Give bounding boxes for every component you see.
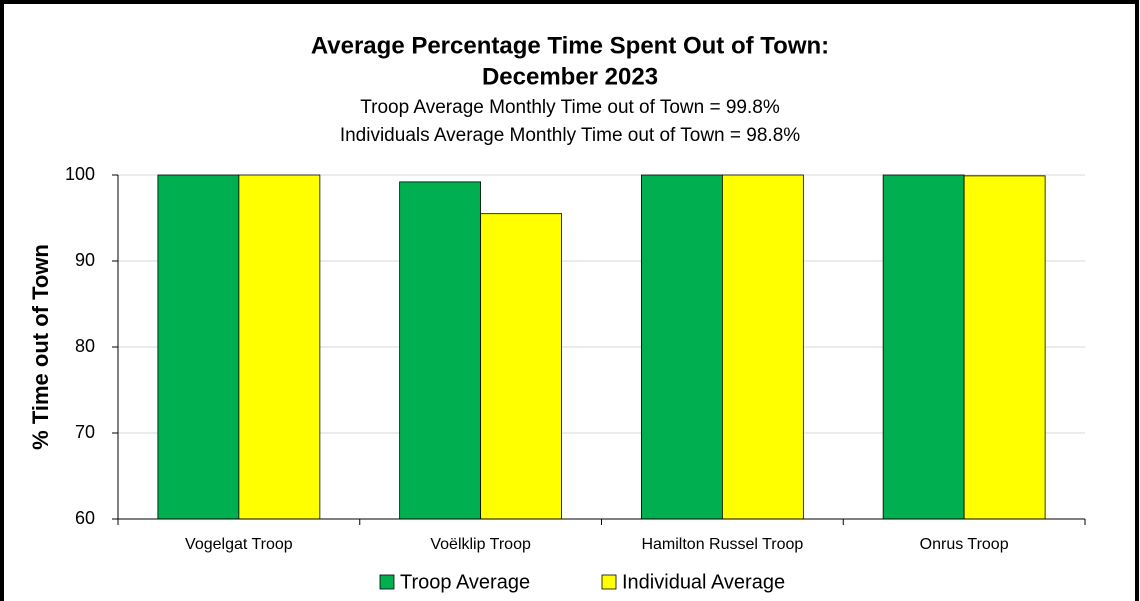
y-tick-label: 90: [75, 250, 95, 270]
bar: [640, 174, 723, 520]
x-tick-label: Hamilton Russel Troop: [641, 536, 803, 553]
x-tick-label: Onrus Troop: [920, 536, 1009, 553]
y-tick-label: 80: [75, 336, 95, 356]
y-axis-label: % Time out of Town: [28, 244, 53, 450]
legend-swatch: [379, 574, 395, 590]
bar: [882, 174, 965, 520]
bar: [963, 175, 1046, 520]
bar: [399, 181, 482, 520]
x-tick-label: Voëlklip Troop: [430, 536, 531, 553]
legend-label: Troop Average: [400, 571, 530, 593]
bar: [721, 174, 804, 520]
chart-subtitle: Individuals Average Monthly Time out of …: [340, 125, 800, 146]
chart-subtitle: Troop Average Monthly Time out of Town =…: [360, 97, 780, 118]
legend-label: Individual Average: [622, 571, 785, 593]
chart-title: December 2023: [482, 63, 658, 90]
bar: [238, 174, 321, 520]
y-tick-label: 60: [75, 508, 95, 528]
bar: [157, 174, 240, 520]
y-tick-label: 70: [75, 422, 95, 442]
x-tick-label: Vogelgat Troop: [185, 536, 293, 553]
bar: [480, 213, 563, 520]
legend-swatch: [601, 574, 617, 590]
y-tick-label: 100: [65, 164, 95, 184]
chart-title: Average Percentage Time Spent Out of Tow…: [311, 32, 829, 59]
